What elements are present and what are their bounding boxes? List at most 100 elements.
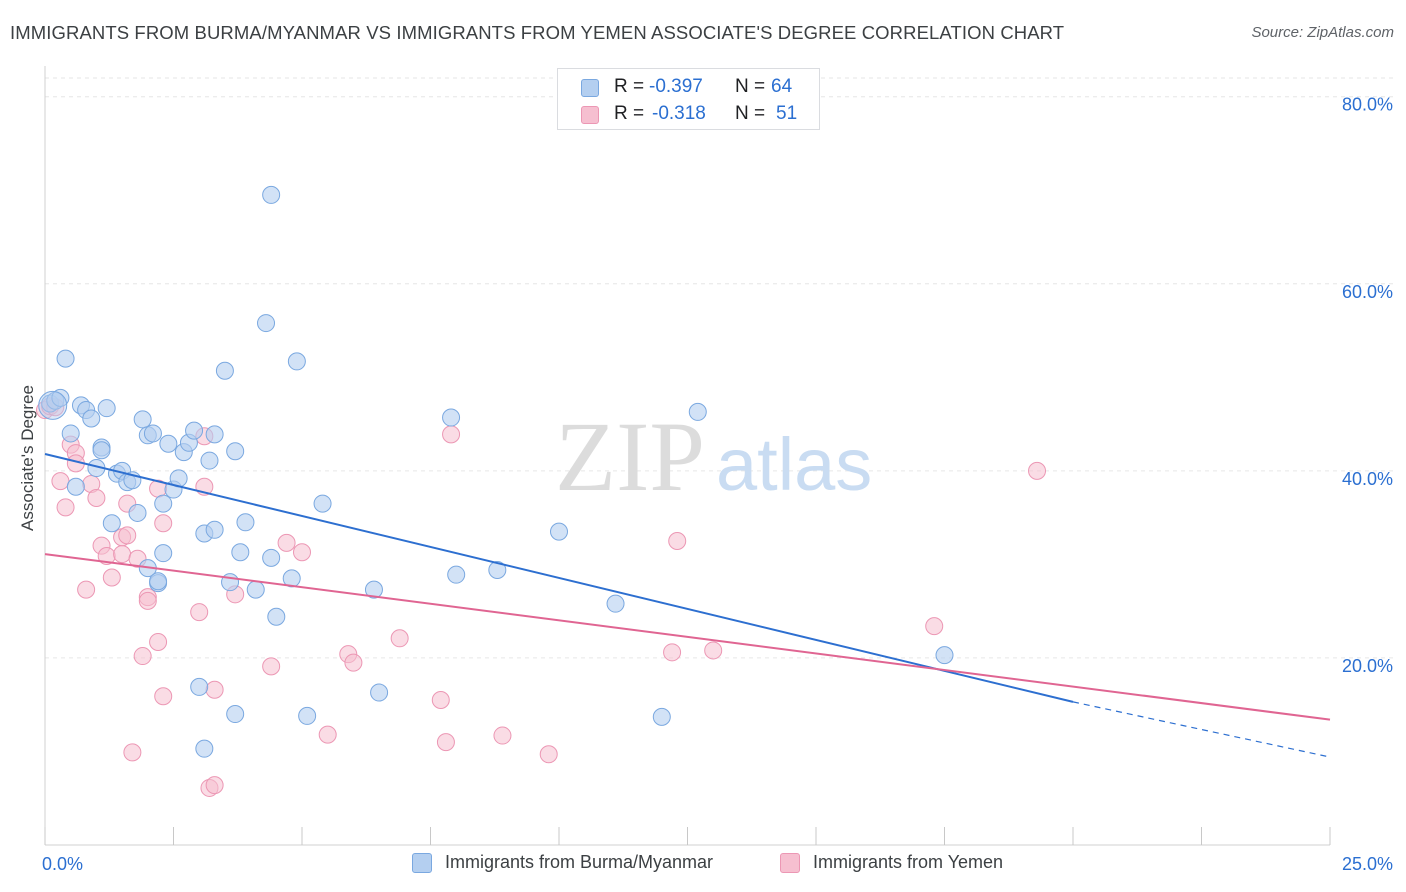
data-point-yemen bbox=[663, 643, 682, 662]
data-point-yemen bbox=[1028, 461, 1047, 480]
data-point-burma bbox=[447, 565, 466, 584]
data-point-yemen bbox=[56, 498, 75, 517]
data-point-burma bbox=[262, 548, 281, 567]
data-point-yemen bbox=[77, 580, 96, 599]
data-point-yemen bbox=[668, 532, 687, 551]
stats-legend: R = -0.397 N = 64 R = -0.318 N = 51 bbox=[557, 68, 820, 130]
r-label: R = bbox=[614, 103, 645, 124]
data-point-yemen bbox=[344, 653, 363, 672]
data-point-yemen bbox=[442, 425, 461, 444]
data-point-burma bbox=[688, 402, 707, 421]
watermark: ZIP atlas bbox=[555, 401, 872, 512]
data-point-burma bbox=[215, 361, 234, 380]
data-point-yemen bbox=[925, 617, 944, 636]
data-point-burma bbox=[128, 503, 147, 522]
data-point-yemen bbox=[277, 533, 296, 552]
data-point-burma-cluster bbox=[38, 390, 68, 420]
data-point-burma bbox=[205, 425, 224, 444]
trendlines bbox=[44, 453, 1331, 758]
data-point-yemen bbox=[318, 725, 337, 744]
trendline-burma bbox=[44, 453, 1074, 703]
data-point-yemen bbox=[51, 472, 70, 491]
data-point-yemen bbox=[149, 633, 168, 652]
data-point-yemen bbox=[138, 591, 157, 610]
data-point-burma bbox=[282, 569, 301, 588]
data-point-burma bbox=[200, 451, 219, 470]
y-axis-label: Associate's Degree bbox=[18, 385, 37, 531]
trendline-yemen bbox=[44, 553, 1331, 721]
x-tick-label: 0.0% bbox=[42, 854, 83, 874]
x-tick-label: 25.0% bbox=[1342, 854, 1393, 874]
n-value: 51 bbox=[776, 103, 798, 124]
data-point-yemen bbox=[539, 745, 558, 764]
data-point-burma bbox=[488, 561, 507, 580]
data-point-burma bbox=[82, 409, 101, 428]
watermark-atlas: atlas bbox=[716, 423, 872, 506]
y-tick-label: 40.0% bbox=[1342, 469, 1393, 489]
data-point-burma bbox=[935, 646, 954, 665]
r-value: -0.397 bbox=[649, 76, 703, 97]
n-label: N = bbox=[735, 103, 766, 124]
data-point-yemen bbox=[704, 641, 723, 660]
data-point-burma bbox=[61, 424, 80, 443]
data-point-burma bbox=[154, 544, 173, 563]
data-point-burma bbox=[313, 494, 332, 513]
legend-label: Immigrants from Yemen bbox=[813, 852, 1004, 872]
data-point-burma bbox=[262, 185, 281, 204]
source-label: Source: ZipAtlas.com bbox=[1251, 24, 1394, 41]
data-point-yemen bbox=[190, 603, 209, 622]
data-point-burma bbox=[149, 572, 168, 591]
n-value: 64 bbox=[771, 76, 793, 97]
data-point-burma bbox=[159, 434, 178, 453]
data-point-yemen bbox=[87, 488, 106, 507]
data-point-burma bbox=[298, 706, 317, 725]
watermark-zip: ZIP bbox=[555, 401, 705, 512]
data-point-burma bbox=[550, 522, 568, 541]
data-point-burma bbox=[195, 739, 214, 758]
data-point-burma bbox=[231, 543, 250, 562]
data-point-yemen bbox=[113, 545, 132, 564]
stats-legend-row-burma: R = -0.397 N = 64 bbox=[558, 73, 819, 101]
data-point-burma bbox=[97, 399, 116, 418]
stats-legend-row-yemen: R = -0.318 N = 51 bbox=[558, 100, 819, 128]
data-point-burma bbox=[257, 314, 276, 333]
blue-swatch-icon bbox=[581, 79, 599, 97]
data-point-yemen bbox=[205, 680, 224, 699]
data-point-burma bbox=[143, 424, 162, 443]
data-point-yemen bbox=[293, 543, 311, 562]
data-point-burma bbox=[154, 494, 173, 513]
data-point-burma bbox=[364, 580, 383, 599]
axes bbox=[44, 66, 1331, 846]
y-tick-label: 60.0% bbox=[1342, 282, 1393, 302]
data-point-burma bbox=[133, 410, 152, 429]
data-point-burma bbox=[226, 442, 245, 461]
data-point-burma bbox=[236, 513, 255, 532]
data-point-burma bbox=[56, 349, 75, 368]
data-point-burma bbox=[185, 421, 204, 440]
data-point-yemen bbox=[262, 657, 281, 676]
data-point-yemen bbox=[390, 629, 409, 648]
data-point-burma bbox=[205, 520, 224, 539]
data-point-burma bbox=[442, 408, 461, 427]
data-point-burma bbox=[92, 441, 111, 460]
tick-labels: 20.0% 40.0% 60.0% 80.0% 0.0% 25.0% bbox=[42, 95, 1393, 874]
data-point-burma bbox=[267, 607, 286, 626]
data-point-yemen bbox=[118, 526, 137, 545]
data-point-burma bbox=[66, 477, 85, 496]
r-label: R = bbox=[614, 76, 645, 97]
y-tick-label: 80.0% bbox=[1342, 95, 1393, 115]
pink-swatch-icon bbox=[780, 853, 800, 873]
data-point-burma bbox=[51, 388, 70, 407]
data-point-yemen bbox=[154, 687, 173, 706]
data-point-burma bbox=[246, 580, 265, 599]
data-point-burma bbox=[102, 514, 121, 533]
data-point-burma bbox=[226, 705, 245, 724]
data-point-burma bbox=[606, 594, 625, 613]
r-value: -0.318 bbox=[652, 103, 706, 124]
data-point-yemen bbox=[133, 647, 152, 666]
data-point-yemen bbox=[436, 733, 455, 752]
data-point-yemen bbox=[102, 568, 121, 587]
trendline-burma-extension bbox=[1072, 701, 1331, 758]
data-point-burma bbox=[190, 677, 209, 696]
